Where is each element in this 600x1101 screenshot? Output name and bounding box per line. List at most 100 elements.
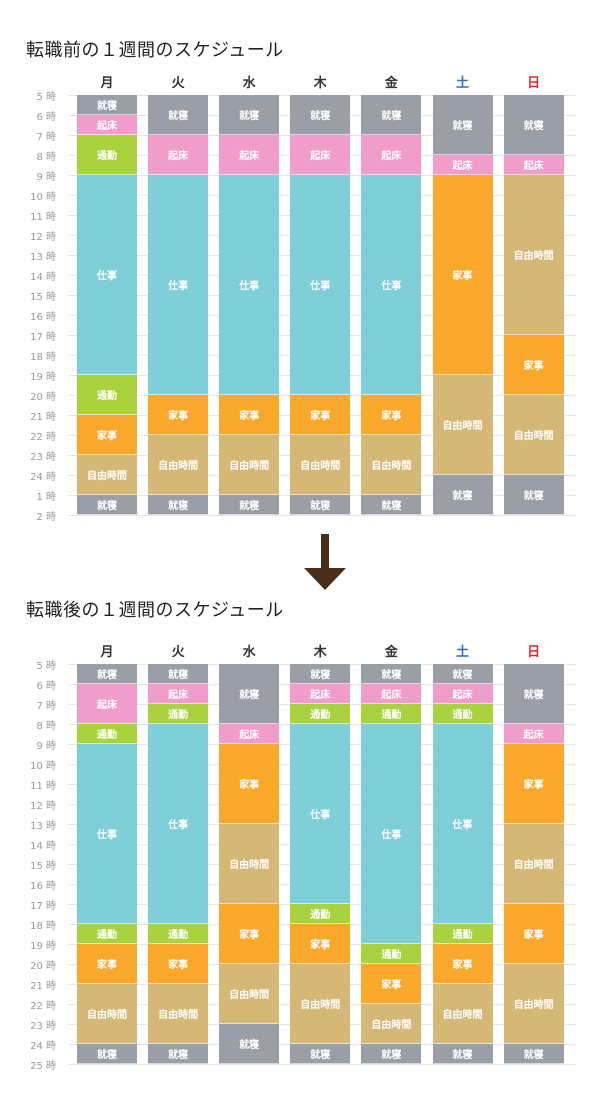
day-header: 日	[527, 76, 541, 91]
schedule-block: 通勤	[148, 704, 209, 724]
schedule-block: 就寝	[77, 664, 137, 684]
day-header: 日	[527, 645, 541, 660]
schedule-block: 家事	[503, 335, 564, 395]
schedule-block: 自由時間	[503, 395, 564, 475]
y-tick-label: 23 時	[30, 1021, 56, 1032]
schedule-block: 自由時間	[503, 175, 564, 335]
schedule-block: 仕事	[361, 724, 422, 944]
y-tick-label: 12 時	[30, 801, 56, 812]
schedule-block: 起床	[77, 684, 137, 724]
schedule-block: 通勤	[290, 904, 351, 924]
schedule-block: 通勤	[432, 924, 493, 944]
schedule-block: 起床	[503, 724, 564, 744]
y-tick-label: 18 時	[30, 352, 56, 363]
y-tick-label: 5 時	[36, 92, 56, 103]
y-tick-label: 16 時	[30, 881, 56, 892]
schedule-block: 就寝	[219, 95, 280, 135]
schedule-block: 家事	[361, 964, 422, 1004]
y-tick-label: 17 時	[30, 332, 56, 343]
schedule-block: 就寝	[361, 664, 422, 684]
y-tick-label: 17 時	[30, 901, 56, 912]
schedule-block: 就寝	[290, 664, 351, 684]
y-tick-label: 14 時	[30, 841, 56, 852]
y-tick-label: 20 時	[30, 961, 56, 972]
schedule-block: 就寝	[361, 1044, 422, 1064]
schedule-block: 家事	[77, 415, 137, 455]
day-header: 金	[384, 76, 398, 91]
schedule-block: 自由時間	[361, 1004, 422, 1044]
y-tick-label: 1 時	[36, 492, 56, 503]
schedule-block: 自由時間	[219, 435, 280, 495]
schedule-block: 起床	[219, 135, 280, 175]
schedule-block: 自由時間	[77, 984, 137, 1044]
schedule-block: 就寝	[148, 95, 209, 135]
schedule-block: 自由時間	[290, 435, 351, 495]
day-header: 土	[455, 645, 469, 660]
schedule-block: 就寝	[77, 95, 137, 115]
schedule-block: 起床	[290, 684, 351, 704]
schedule-block: 自由時間	[148, 984, 209, 1044]
y-tick-label: 9 時	[36, 741, 56, 752]
schedule-block: 仕事	[290, 175, 351, 395]
schedule-block: 起床	[432, 684, 493, 704]
day-header: 水	[242, 645, 256, 660]
chart-title-after: 転職後の１週間のスケジュール	[26, 600, 284, 621]
schedule-block: 就寝	[219, 495, 280, 515]
y-tick-label: 24 時	[30, 472, 56, 483]
schedule-block: 家事	[503, 744, 564, 824]
schedule-block: 起床	[361, 135, 422, 175]
schedule-block: 家事	[148, 944, 209, 984]
schedule-block: 通勤	[432, 704, 493, 724]
schedule-block: 就寝	[148, 1044, 209, 1064]
schedule-block: 通勤	[361, 944, 422, 964]
schedule-block: 就寝	[432, 1044, 493, 1064]
schedule-block: 家事	[219, 395, 280, 435]
schedule-block: 就寝	[290, 1044, 351, 1064]
day-header: 火	[171, 645, 185, 660]
y-tick-label: 21 時	[30, 412, 56, 423]
schedule-block: 就寝	[361, 95, 422, 135]
schedule-block: 自由時間	[503, 824, 564, 904]
schedule-block: 家事	[219, 744, 280, 824]
schedule-block: 自由時間	[432, 984, 493, 1044]
schedule-block: 就寝	[77, 1044, 137, 1064]
schedule-block: 通勤	[148, 924, 209, 944]
y-tick-label: 25 時	[30, 1061, 56, 1072]
day-header: 木	[313, 76, 327, 91]
schedule-block: 起床	[148, 684, 209, 704]
schedule-block: 通勤	[77, 724, 137, 744]
schedule-block: 仕事	[148, 175, 209, 395]
day-header: 月	[100, 645, 114, 660]
y-tick-label: 18 時	[30, 921, 56, 932]
schedule-block: 就寝	[503, 664, 564, 724]
y-tick-label: 24 時	[30, 1041, 56, 1052]
schedule-block: 自由時間	[148, 435, 209, 495]
y-tick-label: 12 時	[30, 232, 56, 243]
schedule-block: 自由時間	[219, 824, 280, 904]
schedule-block: 就寝	[148, 495, 209, 515]
schedule-block: 就寝	[503, 475, 564, 515]
schedule-block: 家事	[77, 944, 137, 984]
y-tick-label: 19 時	[30, 941, 56, 952]
day-header: 月	[100, 76, 114, 91]
gridline	[68, 515, 576, 516]
y-tick-label: 22 時	[30, 1001, 56, 1012]
schedule-block: 就寝	[290, 495, 351, 515]
schedule-block: 通勤	[77, 375, 137, 415]
schedule-block: 就寝	[432, 95, 493, 155]
schedule-block: 起床	[361, 684, 422, 704]
schedule-block: 通勤	[77, 135, 137, 175]
y-tick-label: 9 時	[36, 172, 56, 183]
y-tick-label: 23 時	[30, 452, 56, 463]
schedule-block: 自由時間	[290, 964, 351, 1044]
schedule-block: 起床	[290, 135, 351, 175]
schedule-block: 通勤	[361, 704, 422, 724]
schedule-block: 就寝	[290, 95, 351, 135]
y-tick-label: 10 時	[30, 192, 56, 203]
arrow-down-icon	[304, 534, 346, 590]
schedule-block: 仕事	[77, 744, 137, 924]
schedule-block: 自由時間	[432, 375, 493, 475]
schedule-block: 就寝	[148, 664, 209, 684]
schedule-block: 家事	[432, 944, 493, 984]
